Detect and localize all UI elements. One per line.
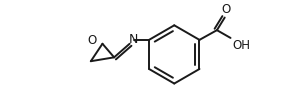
Text: N: N xyxy=(129,33,138,46)
Text: O: O xyxy=(221,3,230,16)
Text: OH: OH xyxy=(232,39,250,52)
Text: O: O xyxy=(87,34,97,47)
